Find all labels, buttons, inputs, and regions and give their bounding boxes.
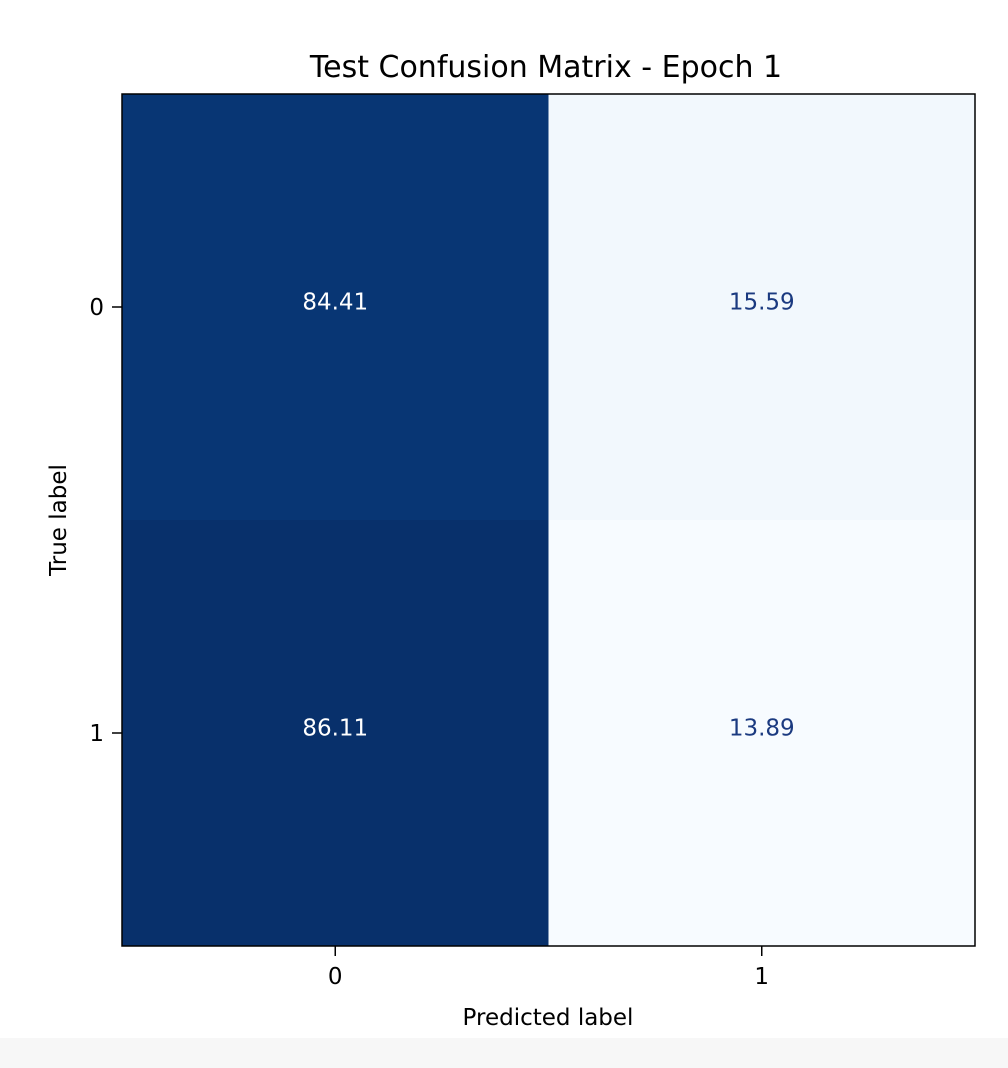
plot-frame (121, 93, 976, 947)
x-tick-label-0: 0 (328, 964, 343, 990)
cell-value-1-1: 13.89 (729, 716, 795, 742)
bottom-strip (0, 1038, 1008, 1068)
cell-0-1 (548, 94, 976, 521)
x-tick-label-1: 1 (754, 964, 769, 990)
cell-value-0-0: 84.41 (302, 290, 368, 316)
y-axis-label: True label (46, 464, 72, 577)
y-tick-label-0: 0 (89, 295, 104, 321)
cell-value-1-0: 86.11 (302, 716, 368, 742)
cell-1-0 (122, 520, 549, 947)
cell-value-0-1: 15.59 (729, 290, 795, 316)
y-tick-label-1: 1 (89, 721, 104, 747)
x-axis-label: Predicted label (463, 1005, 634, 1031)
cell-1-1 (548, 520, 976, 947)
chart-title: Test Confusion Matrix - Epoch 1 (309, 50, 782, 85)
cell-0-0 (122, 94, 549, 521)
